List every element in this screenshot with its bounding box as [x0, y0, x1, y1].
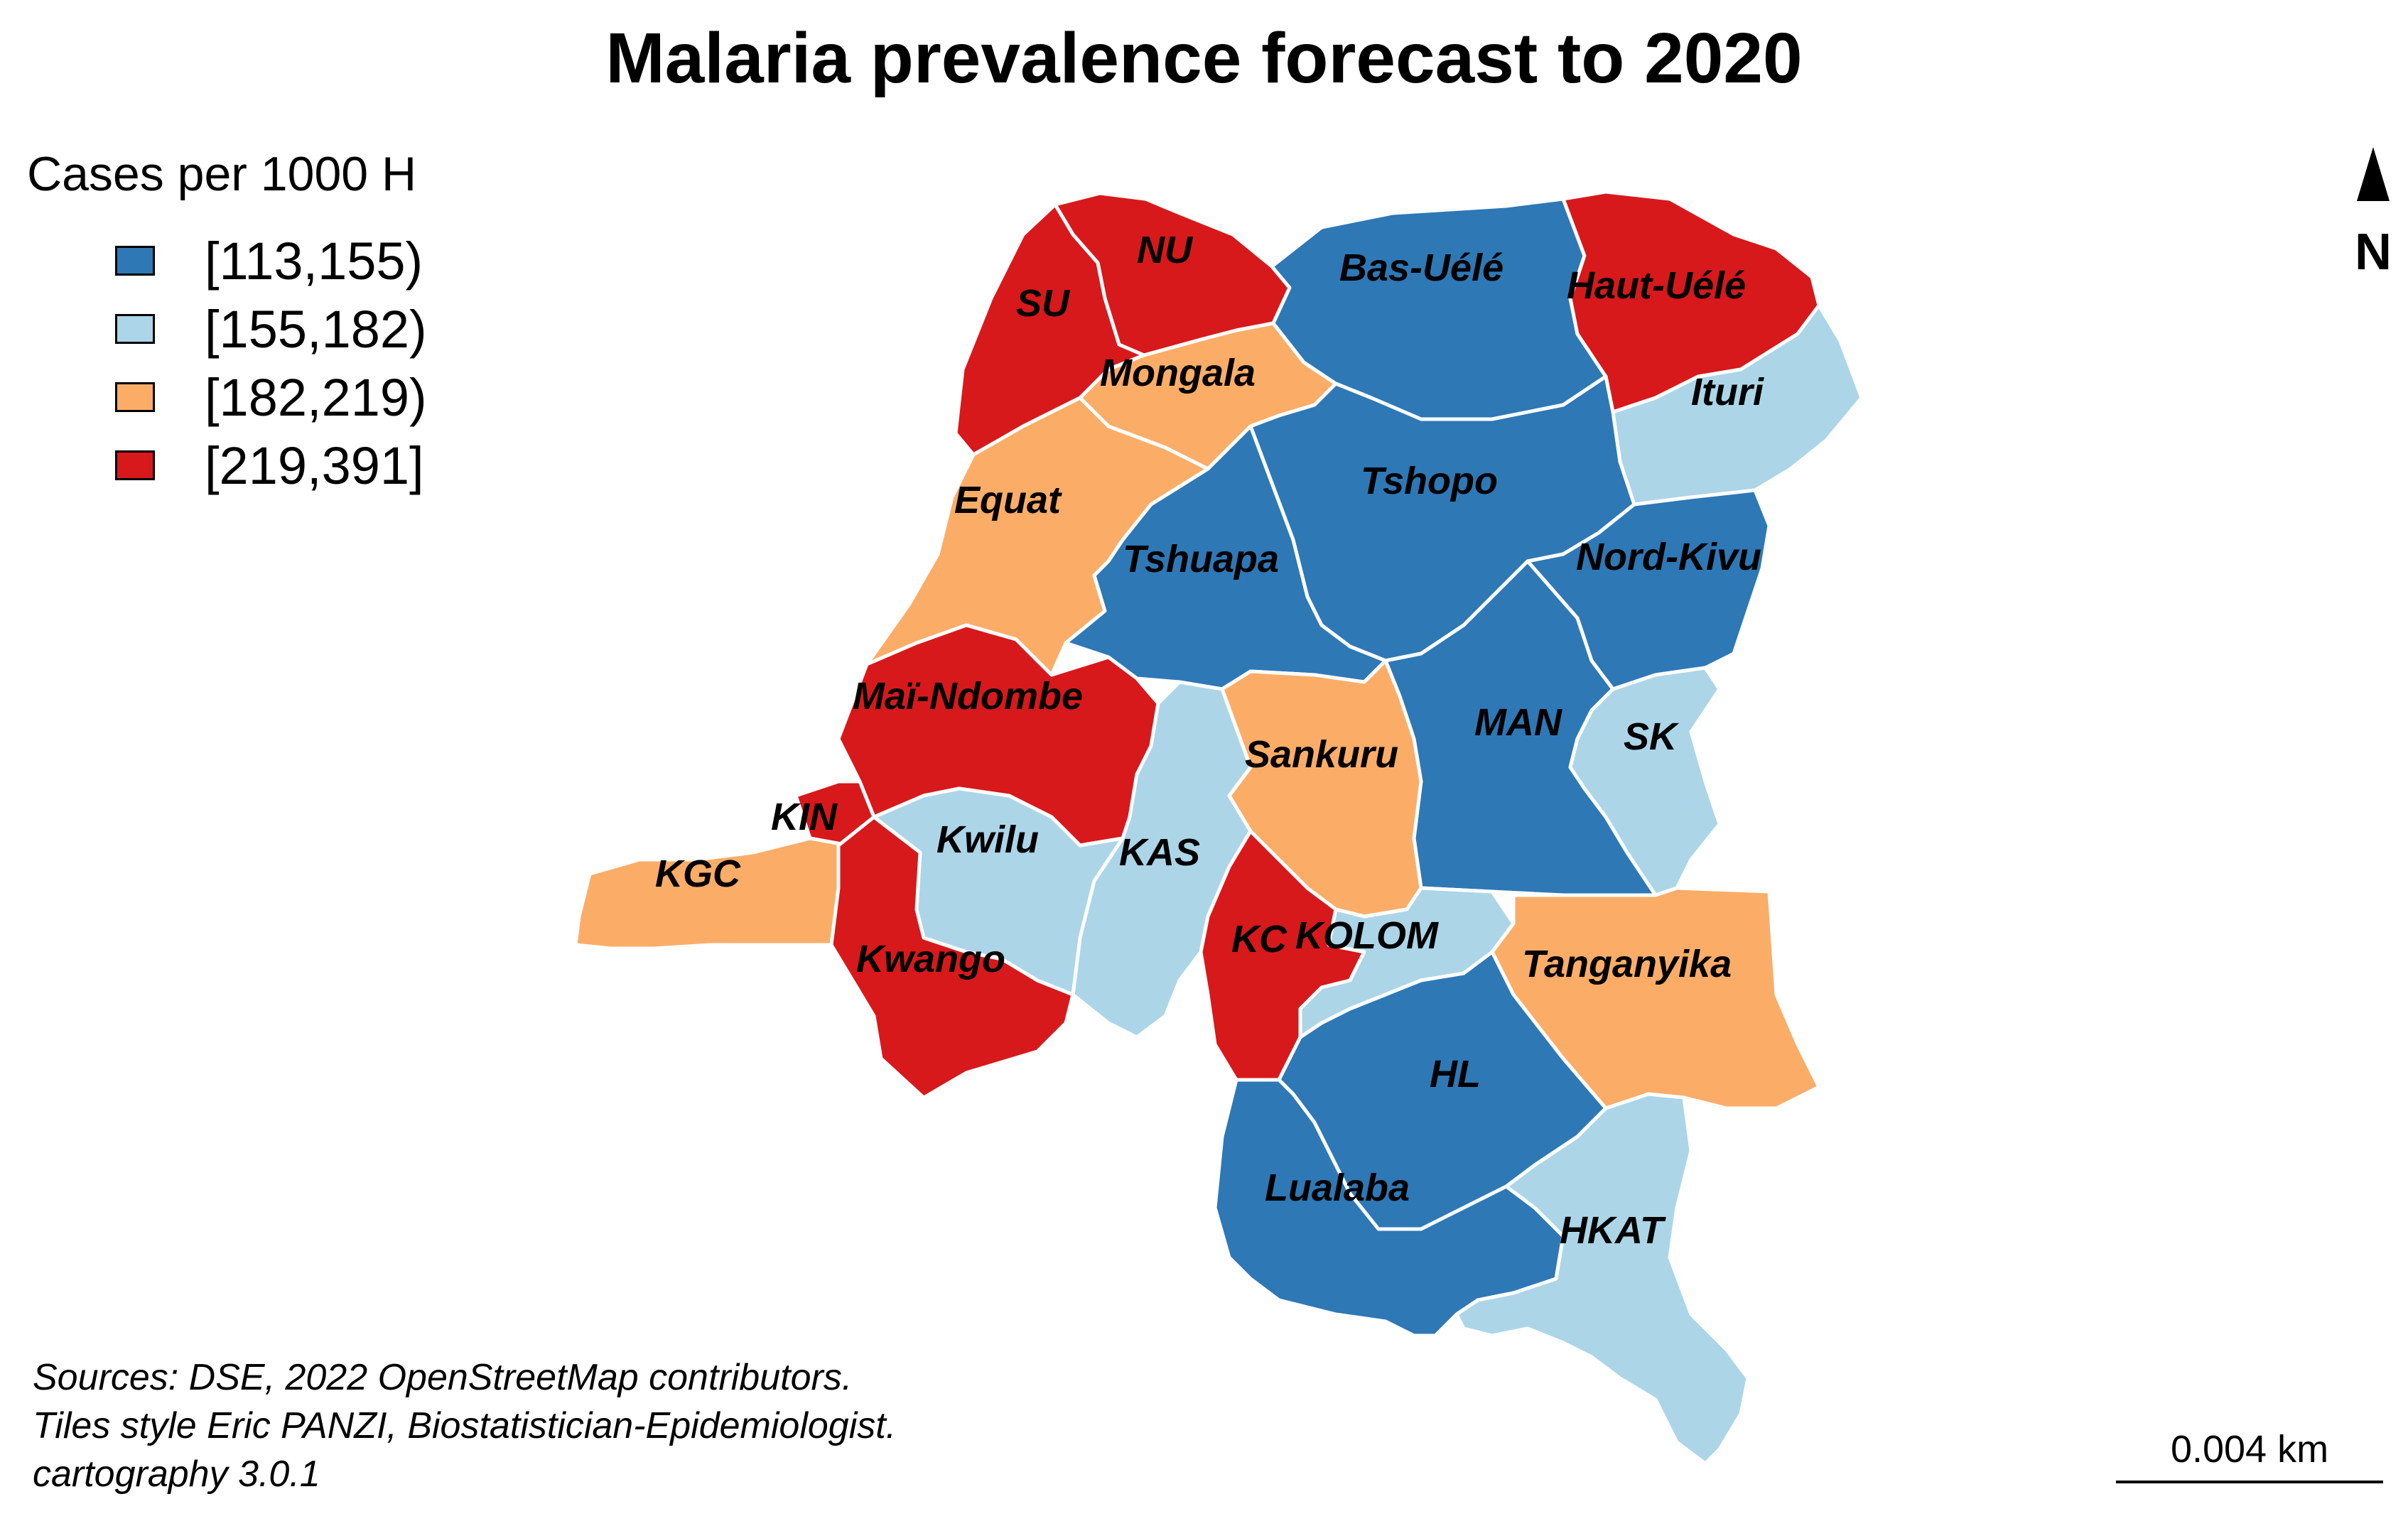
legend-swatch [115, 382, 155, 412]
region-label-hkat: HKAT [1560, 1209, 1666, 1252]
region-label-nord-kivu: Nord-Kivu [1576, 536, 1761, 578]
north-arrow-icon [2357, 147, 2390, 201]
sources-line: Tiles style Eric PANZI, Biostatistician-… [33, 1405, 897, 1446]
legend-item: [155,182) [115, 295, 427, 363]
sources-line: cartography 3.0.1 [33, 1454, 320, 1495]
north-arrow-label: N [2355, 224, 2392, 281]
region-label-bas-uele: Bas-Uélé [1339, 247, 1503, 289]
region-label-kwilu: Kwilu [936, 818, 1039, 861]
legend-label: [155,182) [205, 299, 427, 359]
map-title: Malaria prevalence forecast to 2020 [605, 18, 1803, 98]
region-label-ituri: Ituri [1691, 371, 1764, 413]
region-label-kolom: KOLOM [1295, 914, 1439, 957]
legend-item: [182,219) [115, 363, 427, 431]
legend-item: [113,155) [115, 227, 427, 295]
region-label-lualaba: Lualaba [1265, 1167, 1410, 1209]
legend-items: [113,155) [155,182) [182,219) [219,391] [115, 227, 427, 499]
region-label-sankuru: Sankuru [1245, 733, 1398, 776]
region-label-kas: KAS [1119, 831, 1200, 874]
legend-label: [113,155) [205, 231, 423, 291]
legend-swatch [115, 450, 155, 480]
region-hkat [1454, 1092, 1750, 1466]
region-label-haut-uele: Haut-Uélé [1567, 264, 1746, 307]
north-arrow: N [2345, 146, 2402, 281]
region-label-hl: HL [1430, 1053, 1481, 1095]
region-label-tshuapa: Tshuapa [1123, 538, 1279, 580]
legend-title: Cases per 1000 H [27, 147, 417, 201]
region-label-mongala: Mongala [1100, 352, 1256, 394]
scale-bar-label: 0.004 km [2170, 1428, 2329, 1471]
region-label-sk: SK [1624, 715, 1680, 758]
region-label-kgc: KGC [655, 853, 741, 895]
legend: Cases per 1000 H [113,155) [155,182) [18… [27, 146, 427, 499]
region-label-man: MAN [1474, 701, 1562, 744]
legend-swatch [115, 314, 155, 344]
region-label-kin: KIN [771, 796, 838, 838]
region-label-nu: NU [1137, 229, 1194, 271]
sources-line: Sources: DSE, 2022 OpenStreetMap contrib… [33, 1357, 853, 1398]
region-label-su: SU [1016, 282, 1071, 325]
legend-item: [219,391] [115, 431, 427, 499]
legend-label: [219,391] [205, 435, 424, 495]
region-label-kc: KC [1231, 918, 1287, 960]
region-label-mai-ndombe: Maï-Ndombe [853, 675, 1083, 718]
legend-swatch [115, 246, 155, 276]
region-label-tshopo: Tshopo [1361, 460, 1498, 502]
region-label-tanganyika: Tanganyika [1522, 943, 1732, 985]
region-label-kwango: Kwango [856, 938, 1005, 980]
scale-bar: 0.004 km [2116, 1428, 2383, 1483]
region-kwango [829, 815, 1075, 1100]
region-label-equat: Equat [954, 479, 1062, 521]
sources-note: Sources: DSE, 2022 OpenStreetMap contrib… [33, 1353, 896, 1498]
legend-label: [182,219) [205, 367, 427, 427]
scale-bar-line [2116, 1481, 2383, 1483]
